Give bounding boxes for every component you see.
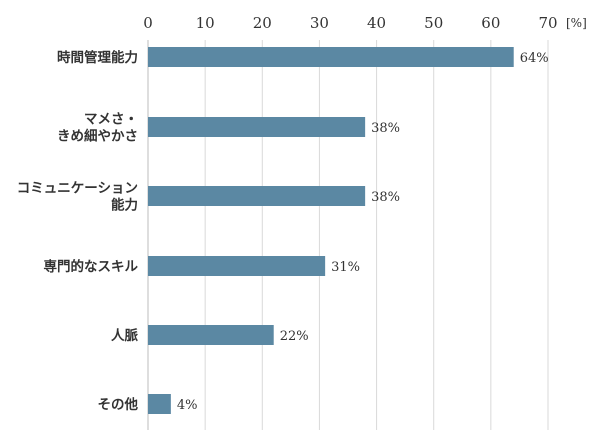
category-label: 時間管理能力 bbox=[57, 49, 138, 66]
bar bbox=[148, 186, 366, 206]
x-tick-label: 50 bbox=[424, 14, 443, 32]
category-label-line: その他 bbox=[98, 396, 139, 413]
bars bbox=[148, 47, 514, 414]
category-label-line: マメさ・ bbox=[84, 112, 138, 128]
x-tick-label: 0 bbox=[143, 14, 153, 32]
grid-lines bbox=[147, 40, 549, 430]
category-label: 人脈 bbox=[111, 327, 138, 344]
category-label: コミュニケーション能力 bbox=[17, 181, 138, 214]
category-label-line: 人脈 bbox=[111, 327, 138, 344]
value-label: 31% bbox=[331, 260, 360, 275]
bar bbox=[148, 47, 514, 67]
value-label: 38% bbox=[371, 190, 400, 205]
bar bbox=[148, 256, 326, 276]
category-label-line: 時間管理能力 bbox=[57, 49, 138, 66]
x-tick-label: 30 bbox=[310, 14, 329, 32]
value-label: 64% bbox=[520, 51, 549, 66]
bar bbox=[148, 394, 171, 414]
unit-label: [%] bbox=[566, 16, 587, 30]
x-axis: 0 10 20 30 40 50 60 70 bbox=[143, 14, 557, 32]
x-tick-label: 10 bbox=[196, 14, 215, 32]
category-label: 専門的なスキル bbox=[44, 258, 139, 275]
x-tick-label: 20 bbox=[253, 14, 272, 32]
category-label-line: 専門的なスキル bbox=[44, 258, 139, 275]
x-tick-label: 60 bbox=[481, 14, 500, 32]
value-labels: 64% 38% 38% 31% 22% 4% bbox=[177, 51, 549, 413]
value-label: 38% bbox=[371, 121, 400, 136]
bar bbox=[148, 325, 274, 345]
category-label: その他 bbox=[98, 396, 139, 413]
x-tick-label: 70 bbox=[538, 14, 557, 32]
value-label: 22% bbox=[280, 329, 309, 344]
category-label-line: きめ細やかさ bbox=[57, 128, 138, 145]
category-label: マメさ・きめ細やかさ bbox=[57, 112, 138, 145]
value-label: 4% bbox=[177, 398, 198, 413]
x-tick-label: 40 bbox=[367, 14, 386, 32]
bar bbox=[148, 117, 366, 137]
category-label-line: 能力 bbox=[111, 197, 138, 214]
category-label-line: コミュニケーション bbox=[17, 181, 138, 197]
